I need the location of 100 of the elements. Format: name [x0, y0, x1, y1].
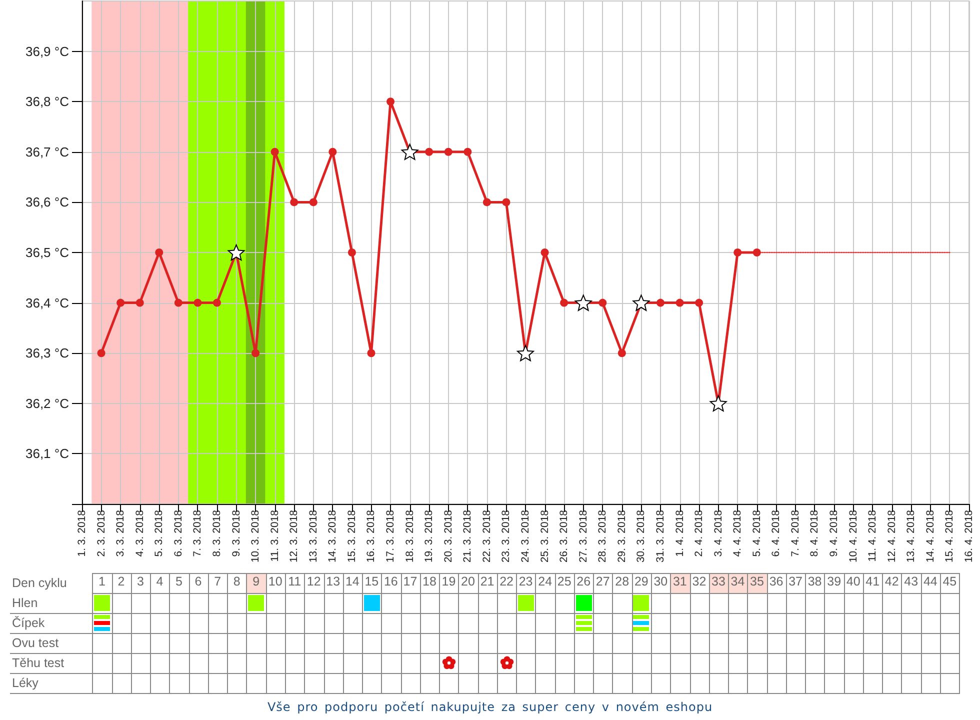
- x-tick-label: 5. 4. 2018: [750, 510, 763, 557]
- x2-tick-label: 19: [442, 574, 456, 588]
- text: Vše pro podporu početí nakupujte za super ceny v novém eshopu: [266, 700, 714, 714]
- x-tick-label: 12. 3. 2018: [288, 510, 300, 563]
- x-tick-label: 18. 3. 2018: [404, 510, 416, 563]
- x-tick-label: 27. 3. 2018: [577, 510, 590, 563]
- x-tick-label: 22. 3. 2018: [480, 510, 493, 563]
- x2-tick-label: 43: [904, 574, 918, 588]
- y-tick-label: 36,6 °C: [25, 194, 69, 210]
- x-tick-label: 14. 3. 2018: [326, 510, 339, 563]
- x-tick-label: 10. 3. 2018: [250, 510, 262, 563]
- text: Léky: [12, 675, 38, 692]
- x-tick-label: 28. 3. 2018: [596, 510, 609, 563]
- x2-tick-label: 7: [214, 574, 222, 588]
- x-tick-label: 26. 3. 2018: [558, 510, 570, 563]
- x-tick-label: 24. 3. 2018: [520, 510, 532, 563]
- x-tick-label: 16. 4. 2018: [963, 510, 975, 563]
- x2-tick-label: 6: [194, 574, 202, 588]
- x2-tick-label: 45: [942, 574, 957, 588]
- x2-tick-label: 23: [518, 574, 533, 588]
- x2-tick-label: 44: [923, 574, 938, 588]
- x2-tick-label: 1: [98, 574, 106, 588]
- y-tick-label: 36,5 °C: [25, 245, 69, 260]
- x2-tick-label: 27: [596, 574, 610, 588]
- text: Hlen: [12, 595, 38, 612]
- x-tick-label: 9. 4. 2018: [828, 510, 840, 557]
- x2-tick-label: 14: [345, 574, 360, 588]
- x2-tick-label: 29: [634, 574, 648, 588]
- text: Těhu test: [12, 655, 64, 672]
- x-tick-label: 17. 3. 2018: [384, 510, 397, 563]
- x-tick-label: 19. 3. 2018: [423, 510, 436, 563]
- x2-axis-title: Den cyklu: [12, 575, 67, 592]
- x2-tick-label: 34: [730, 574, 745, 588]
- x2-tick-label: 22: [500, 574, 514, 588]
- x-tick-label: 12. 4. 2018: [886, 510, 898, 563]
- x2-tick-label: 28: [615, 574, 630, 588]
- x-tick-label: 15. 3. 2018: [346, 510, 358, 563]
- y-tick-label: 36,7 °C: [25, 144, 69, 160]
- x-tick-label: 9. 3. 2018: [230, 510, 242, 557]
- y-tick-label: 36,1 °C: [25, 446, 69, 462]
- x2-tick-label: 21: [480, 574, 494, 588]
- y-tick-label: 36,4 °C: [25, 295, 69, 310]
- x-tick-label: 3. 3. 2018: [114, 510, 127, 557]
- x2-tick-label: 38: [808, 574, 822, 588]
- y-tick-label: 36,9 °C: [25, 44, 69, 59]
- y-tick-label: 36,2 °C: [25, 396, 69, 411]
- x-tick-label: 11. 4. 2018: [866, 510, 879, 562]
- x-tick-label: 8. 4. 2018: [808, 510, 821, 557]
- x2-tick-label: 35: [750, 574, 764, 588]
- x2-tick-label: 31: [672, 574, 687, 588]
- x-tick-label: 4. 3. 2018: [134, 510, 146, 557]
- x2-tick-label: 25: [557, 574, 572, 588]
- x2-tick-label: 17: [403, 574, 418, 588]
- x-tick-label: 31. 3. 2018: [654, 510, 666, 563]
- x-tick-label: 7. 4. 2018: [789, 510, 802, 557]
- x-tick-label: 16. 3. 2018: [365, 510, 378, 563]
- x2-tick-label: 20: [461, 574, 475, 588]
- x2-tick-label: 4: [156, 574, 164, 588]
- x2-tick-label: 11: [288, 574, 302, 588]
- x2-tick-label: 16: [384, 574, 398, 588]
- x-tick-label: 1. 3. 2018: [76, 510, 88, 557]
- x2-tick-label: 36: [769, 574, 784, 588]
- x-tick-label: 11. 3. 2018: [268, 510, 281, 562]
- x2-tick-label: 3: [136, 574, 144, 588]
- y-tick-label: 36,3 °C: [25, 346, 69, 361]
- x2-tick-label: 9: [252, 574, 260, 588]
- x-tick-label: 13. 4. 2018: [905, 510, 918, 563]
- x2-tick-label: 37: [788, 574, 803, 588]
- x2-tick-label: 15: [364, 574, 379, 588]
- x-tick-label: 3. 4. 2018: [712, 510, 724, 557]
- x-tick-label: 6. 4. 2018: [770, 510, 782, 557]
- x2-tick-label: 13: [326, 574, 340, 588]
- x-tick-label: 5. 3. 2018: [153, 510, 166, 557]
- x-tick-label: 13. 3. 2018: [307, 510, 320, 563]
- x-tick-label: 10. 4. 2018: [847, 510, 860, 563]
- x2-tick-label: 40: [846, 574, 860, 588]
- x2-tick-label: 18: [422, 574, 436, 588]
- x2-tick-label: 32: [692, 574, 706, 588]
- x-tick-label: 1. 4. 2018: [674, 510, 686, 557]
- x-tick-label: 14. 4. 2018: [924, 510, 936, 563]
- y-tick-label: 36,8 °C: [25, 94, 69, 110]
- x2-tick-label: 12: [306, 574, 321, 588]
- x-tick-label: 4. 4. 2018: [732, 510, 744, 557]
- x-tick-label: 15. 4. 2018: [944, 510, 956, 563]
- x-tick-label: 20. 3. 2018: [442, 510, 454, 563]
- x2-tick-label: 42: [884, 574, 899, 588]
- x-tick-label: 30. 3. 2018: [635, 510, 648, 563]
- text: Ovu test: [12, 635, 59, 652]
- x2-tick-label: 26: [576, 574, 591, 588]
- x2-tick-label: 8: [233, 574, 240, 588]
- x2-tick-label: 41: [866, 574, 880, 588]
- x-tick-label: 25. 3. 2018: [538, 510, 551, 563]
- x2-tick-label: 30: [654, 574, 668, 588]
- x2-tick-label: 5: [176, 574, 183, 588]
- x-tick-label: 2. 3. 2018: [95, 510, 108, 557]
- x-tick-label: 23. 3. 2018: [500, 510, 512, 563]
- x-tick-label: 21. 3. 2018: [462, 510, 474, 563]
- x-tick-label: 29. 3. 2018: [616, 510, 628, 563]
- x-tick-label: 7. 3. 2018: [192, 510, 204, 557]
- x-tick-label: 2. 4. 2018: [693, 510, 706, 557]
